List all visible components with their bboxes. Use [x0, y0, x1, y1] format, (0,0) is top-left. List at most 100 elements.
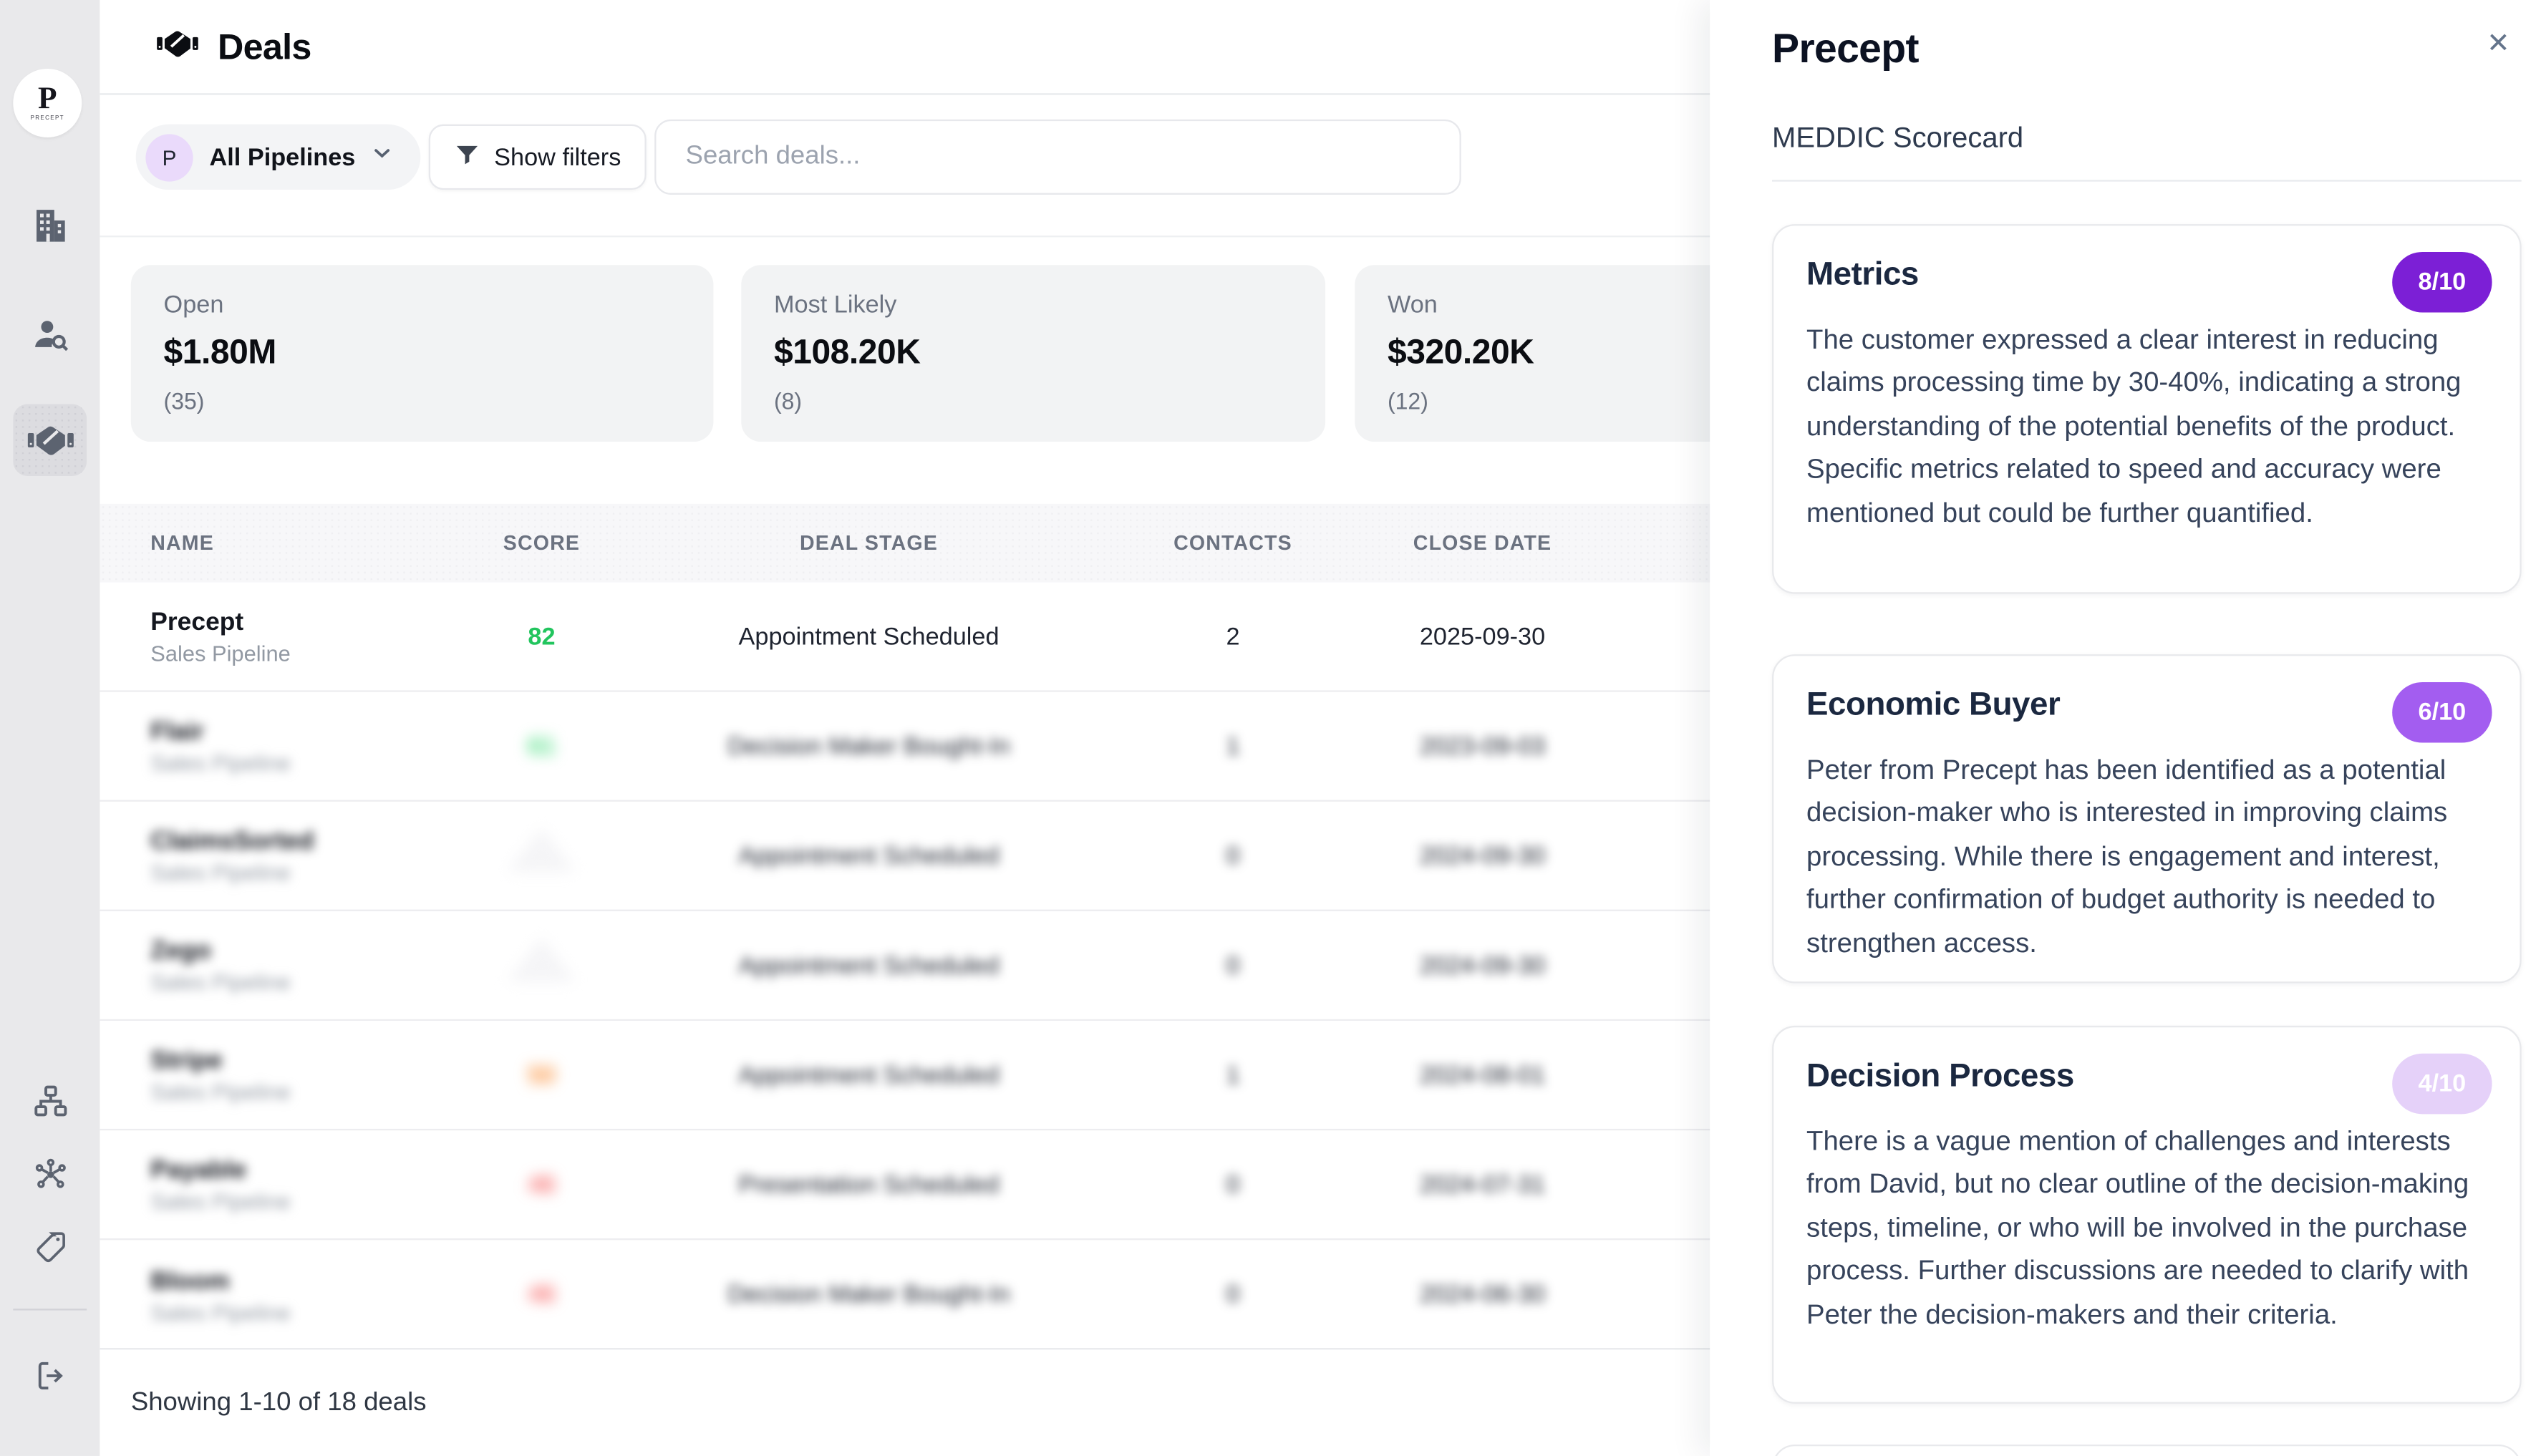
deal-name: ClaimsSorted [150, 828, 314, 856]
sidebar-item-companies[interactable] [0, 198, 100, 254]
deal-close-date: 2024-09-30 [1419, 951, 1546, 979]
stat-count: (8) [773, 387, 803, 414]
handshake-icon [25, 415, 74, 465]
stat-value: $1.80M [163, 334, 277, 372]
sidebar-item-people-search[interactable] [0, 308, 100, 364]
deal-name: Precept [150, 608, 244, 637]
hub-network-icon [30, 1155, 69, 1194]
pipeline-label: All Pipelines [209, 142, 356, 171]
column-header-name[interactable]: NAME [150, 531, 214, 555]
table-row-claimssorted[interactable]: ClaimsSorted Sales Pipeline 58 Appointme… [100, 802, 1900, 911]
scorecard-text: Peter from Precept has been identified a… [1806, 754, 2448, 958]
deal-stage: Appointment Scheduled [738, 841, 999, 870]
deals-table: NAME SCORE DEAL STAGE CONTACTS CLOSE DAT… [100, 503, 1900, 1350]
show-filters-label: Show filters [494, 142, 621, 171]
search-input[interactable] [682, 140, 1433, 174]
table-row-precept[interactable]: Precept Sales Pipeline 82 Appointment Sc… [100, 583, 1900, 692]
deal-pipeline: Sales Pipeline [150, 970, 291, 995]
search-deals-field [654, 119, 1461, 195]
building-icon [29, 205, 71, 247]
deal-pipeline: Sales Pipeline [150, 860, 291, 885]
deal-stage: Presentation Scheduled [738, 1170, 999, 1199]
table-row-stripe[interactable]: Stripe Sales Pipeline 50 Appointment Sch… [100, 1021, 1900, 1131]
column-header-score[interactable]: SCORE [503, 531, 581, 555]
column-header-deal-stage[interactable]: DEAL STAGE [800, 531, 938, 555]
close-icon[interactable]: ✕ [2487, 27, 2510, 59]
stat-label: Won [1387, 291, 1438, 319]
deal-contacts: 2 [1226, 622, 1240, 651]
logout-icon [30, 1356, 69, 1396]
scorecard-text: The customer expressed a clear interest … [1806, 324, 2462, 528]
brand-initial: P [37, 82, 57, 117]
deal-stage: Appointment Scheduled [738, 1061, 999, 1089]
stat-count: (12) [1387, 387, 1428, 414]
deal-pipeline: Sales Pipeline [150, 1189, 291, 1214]
scorecard-text: There is a vague mention of challenges a… [1806, 1125, 2469, 1330]
sidebar-item-tags[interactable] [0, 1219, 100, 1275]
org-chart-icon [30, 1082, 69, 1121]
table-row-bloom[interactable]: Bloom Sales Pipeline 46 Decision Maker B… [100, 1240, 1899, 1349]
pipeline-selector[interactable]: P All Pipelines [135, 124, 421, 190]
deal-close-date: 2024-07-31 [1419, 1170, 1546, 1199]
results-count: Showing 1-10 of 18 deals [130, 1388, 427, 1416]
deal-name: Payable [150, 1156, 247, 1185]
deal-pipeline: Sales Pipeline [150, 1299, 291, 1324]
deal-score-cell: 58 [427, 827, 656, 871]
deal-contacts: 0 [1226, 841, 1240, 870]
deal-close-date: 2025-09-30 [1419, 622, 1546, 651]
score-badge: 4/10 [2392, 1053, 2492, 1115]
sidebar-item-org-chart[interactable] [0, 1073, 100, 1129]
deal-name: Bloom [150, 1267, 230, 1295]
sidebar: P PRECEPT [0, 0, 100, 1456]
deal-score: 46 [528, 1281, 556, 1309]
deal-score-cell: 55 [427, 936, 656, 981]
deal-contacts: 1 [1226, 1061, 1240, 1089]
deal-pipeline: Sales Pipeline [150, 750, 291, 776]
deal-contacts: 0 [1226, 1170, 1240, 1199]
deal-contacts: 1 [1226, 732, 1240, 760]
section-divider [100, 236, 2546, 238]
deal-stage: Decision Maker Bought-In [727, 1281, 1010, 1309]
deal-detail-panel: Precept ✕ MEDDIC Scorecard Metrics 8/10 … [1710, 0, 2546, 1456]
page-title: Deals [217, 25, 311, 67]
deal-score: 46 [528, 1170, 556, 1199]
tag-icon [30, 1227, 69, 1266]
table-row-payable[interactable]: Payable Sales Pipeline 46 Presentation S… [100, 1130, 1900, 1241]
sidebar-item-integrations[interactable] [0, 1147, 100, 1203]
deal-stage: Appointment Scheduled [738, 622, 999, 651]
stat-count: (35) [163, 387, 205, 414]
column-header-close-date[interactable]: CLOSE DATE [1413, 531, 1552, 555]
scorecard-title: Metrics [1806, 256, 1919, 293]
deal-close-date: 2024-08-01 [1419, 1061, 1546, 1089]
scorecard-title: Decision Process [1806, 1058, 2074, 1095]
table-row-flair[interactable]: Flair Sales Pipeline 61 Decision Maker B… [100, 692, 1900, 802]
stat-label: Open [163, 291, 224, 319]
stat-value: $108.20K [773, 334, 921, 372]
stat-label: Most Likely [773, 291, 897, 319]
scorecard-title: Economic Buyer [1806, 686, 2061, 724]
stat-card-most-likely: Most Likely $108.20K (8) [741, 265, 1326, 442]
deal-contacts: 0 [1226, 1281, 1240, 1309]
deals-handshake-icon [155, 21, 200, 73]
brand-logo[interactable]: P PRECEPT [13, 68, 82, 137]
scorecard-card-partial [1772, 1444, 2522, 1456]
deal-close-date: 2024-06-30 [1419, 1281, 1546, 1309]
table-row-zego[interactable]: Zego Sales Pipeline 55 Appointment Sched… [100, 911, 1900, 1021]
scorecard-card-decision-process: Decision Process 4/10 There is a vague m… [1772, 1025, 2522, 1404]
scorecard-card-metrics: Metrics 8/10 The customer expressed a cl… [1772, 224, 2522, 594]
score-tooltip-caret [507, 936, 576, 981]
show-filters-button[interactable]: Show filters [428, 124, 646, 190]
sidebar-item-deals[interactable] [0, 412, 100, 468]
score-tooltip-caret [507, 827, 576, 871]
chevron-down-icon [370, 141, 395, 174]
sidebar-item-logout[interactable] [0, 1348, 100, 1404]
deal-pipeline: Sales Pipeline [150, 641, 291, 666]
column-header-contacts[interactable]: CONTACTS [1173, 531, 1292, 555]
table-header-row: NAME SCORE DEAL STAGE CONTACTS CLOSE DAT… [100, 503, 1900, 583]
deal-contacts: 0 [1226, 951, 1240, 979]
panel-title: Precept [1772, 26, 1920, 72]
deal-stage: Decision Maker Bought-In [727, 732, 1010, 760]
deal-name: Stripe [150, 1047, 223, 1075]
score-badge: 8/10 [2392, 251, 2492, 313]
funnel-icon [453, 141, 481, 174]
